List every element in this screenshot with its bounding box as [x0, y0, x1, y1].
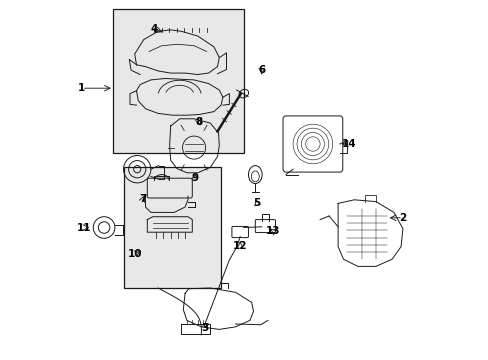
Text: 5: 5	[253, 198, 260, 208]
Text: 4: 4	[150, 24, 157, 34]
Text: 6: 6	[258, 65, 265, 75]
Text: 8: 8	[196, 117, 203, 127]
Text: 11: 11	[76, 222, 91, 233]
Text: 14: 14	[342, 139, 356, 149]
Text: 12: 12	[232, 240, 247, 251]
Text: 1: 1	[78, 83, 85, 93]
Text: 7: 7	[139, 194, 146, 204]
Text: 3: 3	[201, 323, 208, 333]
Bar	[113, 9, 244, 153]
Text: 13: 13	[265, 226, 280, 236]
Text: 9: 9	[191, 173, 198, 183]
Text: 2: 2	[399, 213, 406, 223]
Bar	[123, 167, 221, 288]
Text: 10: 10	[127, 249, 142, 259]
